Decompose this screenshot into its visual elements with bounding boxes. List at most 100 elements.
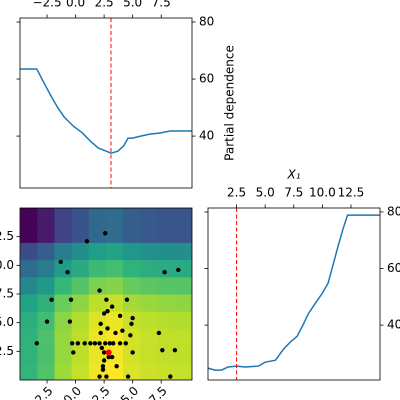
point (111, 341, 116, 346)
point (117, 313, 123, 318)
point (104, 374, 109, 379)
contour-cell (157, 362, 175, 380)
point (113, 330, 118, 336)
point (49, 297, 54, 302)
point (168, 374, 173, 379)
point (129, 321, 134, 327)
contour-cell (174, 311, 192, 329)
x-tick-label: 5.0 (123, 0, 142, 10)
contour-cell (122, 225, 141, 243)
point (58, 259, 63, 265)
contour-cell (54, 328, 73, 347)
x-axis-title: X₁ (286, 168, 300, 182)
contour-cell (157, 208, 175, 226)
x-tick-label: 2.5 (227, 186, 246, 200)
point (100, 367, 106, 372)
contour-cell (20, 208, 38, 226)
x-tick-label: 0.0 (66, 0, 85, 10)
point (34, 341, 39, 346)
contour-cell (37, 328, 55, 347)
contour-cell (174, 362, 192, 380)
point (120, 328, 125, 333)
contour-cell (140, 328, 158, 347)
contour-cell (140, 259, 158, 278)
contour-cell (105, 225, 124, 243)
contour-cell (71, 311, 90, 329)
contour-cell (140, 362, 158, 380)
point (99, 345, 105, 351)
point (71, 350, 76, 355)
contour-cell (88, 276, 107, 295)
contour-cell (20, 345, 38, 364)
contour-cell (54, 242, 73, 261)
point (172, 347, 178, 353)
contour-cell (105, 294, 124, 312)
point (97, 341, 102, 346)
contour-cell (71, 259, 90, 278)
contour-cell (157, 276, 175, 295)
contour-cell (20, 276, 38, 295)
point (176, 267, 181, 273)
point (98, 330, 103, 336)
point (103, 231, 108, 236)
contour-cell (71, 345, 90, 364)
contour-cell (71, 276, 90, 295)
contour-cell (54, 225, 73, 243)
contour-cell (174, 345, 192, 364)
point (104, 297, 109, 302)
point (84, 239, 90, 244)
contour-cell (71, 294, 90, 312)
y-tick-label: 7.5 (0, 287, 14, 301)
point (100, 364, 106, 369)
contour-cell (54, 345, 73, 364)
contour-cell (105, 242, 124, 261)
point (160, 347, 165, 353)
contour-cell (71, 362, 90, 380)
point (105, 349, 112, 356)
contour-cell (105, 259, 124, 278)
y-tick-label: 80 (387, 204, 400, 218)
y-tick-label: 40 (199, 129, 214, 143)
contour-cell (157, 311, 175, 329)
point (105, 326, 110, 331)
contour-cell (174, 242, 192, 261)
contour-cell (88, 242, 107, 261)
y-tick-label: 80 (199, 14, 214, 28)
contour-cell (157, 345, 175, 364)
y-tick-label: 5.0 (0, 315, 14, 329)
point (114, 364, 119, 369)
point (109, 304, 115, 309)
contour-cell (174, 328, 192, 347)
point (109, 354, 115, 360)
contour-cell (54, 276, 73, 295)
contour-cell (140, 242, 158, 261)
point (98, 321, 103, 327)
point (97, 374, 102, 379)
contour-cell (122, 242, 141, 261)
contour-cell (37, 242, 55, 261)
contour-cell (37, 276, 55, 295)
contour-cell (20, 311, 38, 329)
x-tick-label: 5.0 (256, 186, 275, 200)
contour-cell (174, 294, 192, 312)
point (107, 341, 113, 346)
contour-cell (37, 362, 55, 380)
y-tick-label: 60 (387, 261, 400, 275)
contour-cell (37, 345, 55, 364)
contour-cell (122, 208, 141, 226)
contour-cell (157, 328, 175, 347)
contour-cell (122, 259, 141, 278)
y-axis-title: Partial dependence (223, 45, 237, 161)
contour-cell (88, 208, 107, 226)
point (123, 341, 129, 346)
contour-cell (37, 225, 55, 243)
point (67, 319, 73, 324)
point (130, 315, 135, 321)
point (128, 333, 133, 338)
contour-cell (157, 225, 175, 243)
contour-cell (71, 242, 90, 261)
point (65, 270, 70, 275)
contour-cell (157, 294, 175, 312)
contour-cell (105, 208, 124, 226)
